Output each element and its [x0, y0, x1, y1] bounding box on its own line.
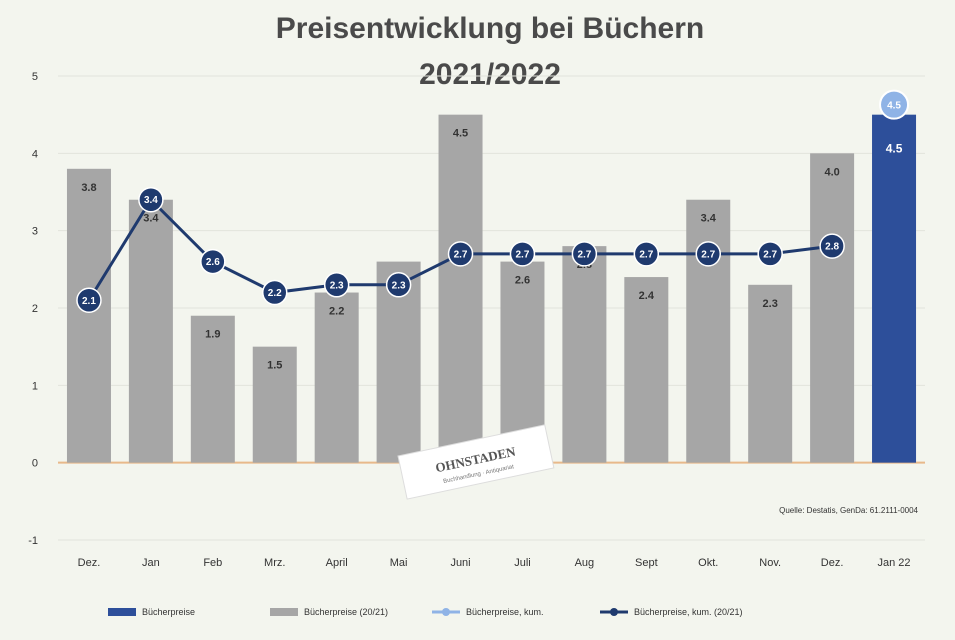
line-point-label: 2.3 — [330, 280, 344, 291]
chart-title-line2: 2021/2022 — [419, 58, 561, 91]
line-point-label: 2.7 — [763, 249, 777, 260]
y-tick-label: 3 — [32, 226, 38, 238]
bar-value-label: 2.4 — [639, 290, 655, 302]
bar — [190, 315, 235, 463]
bar-value-label: 2.3 — [763, 298, 778, 310]
y-tick-label: 5 — [32, 71, 38, 83]
line-point-label: 2.7 — [701, 249, 715, 260]
legend-label: Bücherpreise, kum. — [466, 607, 544, 617]
cumulative-point-label: 4.5 — [887, 101, 901, 112]
line-point-label: 2.1 — [82, 296, 96, 307]
chart-title-line1: Preisentwicklung bei Büchern — [276, 12, 704, 45]
line-point-label: 2.7 — [577, 249, 591, 260]
line-point — [447, 241, 474, 267]
x-tick-label: Juni — [450, 557, 470, 569]
x-tick-label: Jan 22 — [878, 557, 911, 569]
line-point-label: 2.7 — [454, 249, 468, 260]
bar-value-label: 4.5 — [886, 142, 903, 156]
y-tick-label: 2 — [32, 303, 38, 315]
bar-value-label: 3.4 — [143, 213, 159, 225]
bar — [872, 114, 917, 463]
line-point-label: 2.7 — [516, 249, 530, 260]
bar-value-label: 2.6 — [515, 275, 530, 287]
line-point — [385, 272, 412, 298]
line-point — [200, 248, 226, 275]
bar-value-label: 2.2 — [329, 306, 344, 318]
legend-marker — [442, 608, 450, 616]
y-tick-label: 4 — [32, 148, 38, 160]
source-note: Quelle: Destatis, GenDa: 61.2111-0004 — [779, 506, 918, 515]
bar — [66, 168, 111, 463]
x-tick-label: Aug — [575, 557, 595, 569]
x-tick-label: Dez. — [821, 557, 844, 569]
bar — [252, 346, 297, 463]
bar — [686, 199, 731, 463]
x-tick-label: Okt. — [698, 557, 718, 569]
line-point-label: 2.2 — [268, 288, 282, 299]
line-point — [695, 241, 721, 267]
x-tick-label: Feb — [203, 557, 222, 569]
bar-value-label: 3.4 — [701, 213, 717, 225]
watermark-logo: OHNSTADEN Buchhandlung · Antiquariat — [397, 424, 555, 500]
bar — [314, 292, 359, 463]
y-tick-label: -1 — [28, 535, 38, 547]
line-point-label: 2.3 — [392, 280, 406, 291]
x-axis-ticks: Dez. Jan Feb Mrz. April Mai Juni Juli Aug Sept Okt… — [78, 557, 911, 569]
bar-value-label: 4.5 — [453, 128, 468, 140]
y-axis-ticks: -1 0 1 2 3 4 5 — [28, 71, 38, 547]
line-point — [819, 233, 845, 259]
bar — [438, 114, 483, 463]
x-tick-label: Jan — [142, 557, 160, 569]
line-series: 2.1 3.4 2.6 2.2 2.3 2.3 2.7 2.7 2.7 2.7 2.7 2.7 2.8 4… — [76, 89, 910, 314]
line-point — [138, 186, 164, 213]
y-tick-label: 1 — [32, 380, 38, 392]
x-tick-label: April — [326, 557, 348, 569]
x-tick-label: Juli — [514, 557, 531, 569]
cumulative-point — [879, 89, 910, 120]
bar-value-label: 3.8 — [81, 182, 96, 194]
x-tick-label: Mrz. — [264, 557, 285, 569]
line-point — [633, 241, 660, 267]
legend-swatch — [270, 608, 298, 616]
line-point-label: 2.6 — [206, 257, 220, 268]
bar — [562, 246, 607, 463]
bar — [624, 277, 669, 463]
bar — [748, 284, 793, 463]
legend-swatch — [108, 608, 136, 616]
legend-marker — [610, 608, 618, 616]
x-tick-label: Mai — [390, 557, 408, 569]
legend-label: Bücherpreise — [142, 607, 195, 617]
line-point-label: 2.7 — [639, 249, 653, 260]
legend-label: Bücherpreise, kum. (20/21) — [634, 607, 743, 617]
line-point-label: 2.8 — [825, 242, 839, 253]
line-point — [757, 241, 783, 267]
bar — [128, 199, 173, 463]
bar — [810, 153, 855, 463]
watermark-card — [397, 424, 555, 500]
x-tick-label: Nov. — [759, 557, 781, 569]
line-point — [323, 272, 350, 298]
line-point — [509, 241, 536, 267]
line-point-label: 3.4 — [144, 195, 158, 206]
y-tick-label: 0 — [32, 458, 38, 470]
bars: 3.8 3.4 1.9 1.5 2.2 2.6 4.5 2.6 2.8 2.4 3.4 2.3 4.0 4… — [66, 114, 917, 463]
x-tick-label: Dez. — [78, 557, 101, 569]
line-point — [262, 279, 288, 306]
line-point — [76, 287, 102, 314]
line-point — [571, 241, 598, 267]
bar-value-label: 1.9 — [205, 329, 220, 341]
x-tick-label: Sept — [635, 557, 658, 569]
bar-value-label: 1.5 — [267, 360, 282, 372]
legend-label: Bücherpreise (20/21) — [304, 607, 388, 617]
legend: Bücherpreise Bücherpreise (20/21) Bücherpr… — [108, 607, 743, 617]
bar-value-label: 4.0 — [824, 166, 839, 178]
